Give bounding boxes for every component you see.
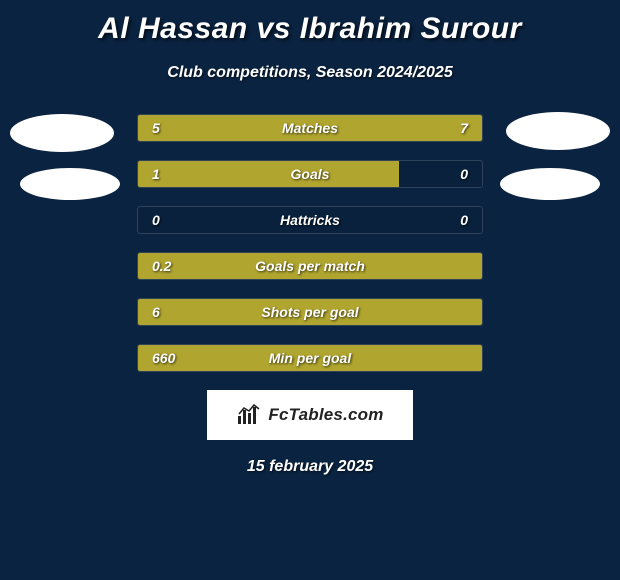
bar-fill-left: [138, 161, 399, 187]
player-right-avatar-2: [500, 168, 600, 200]
player-right-avatar-1: [506, 112, 610, 150]
date-label: 15 february 2025: [0, 458, 620, 476]
comparison-panel: 5 7 Matches 1 0 Goals 0 0 Hattricks 0.2 Goals per …: [0, 114, 620, 476]
stat-row: 0.2 Goals per match: [137, 252, 483, 280]
stat-value-left: 0.2: [152, 258, 171, 274]
stat-label: Goals per match: [255, 258, 365, 274]
stat-row: 6 Shots per goal: [137, 298, 483, 326]
player-left-avatar-1: [10, 114, 114, 152]
stat-label: Min per goal: [269, 350, 351, 366]
logo-text: FcTables.com: [268, 405, 383, 425]
stat-label: Hattricks: [280, 212, 340, 228]
stat-value-right: 7: [460, 120, 468, 136]
stat-label: Goals: [291, 166, 330, 182]
stat-value-left: 660: [152, 350, 175, 366]
stat-value-left: 5: [152, 120, 160, 136]
stat-label: Matches: [282, 120, 338, 136]
stat-value-left: 1: [152, 166, 160, 182]
stat-row: 1 0 Goals: [137, 160, 483, 188]
page-title: Al Hassan vs Ibrahim Surour: [0, 0, 620, 46]
stat-row: 0 0 Hattricks: [137, 206, 483, 234]
fctables-icon: [236, 404, 264, 426]
stat-label: Shots per goal: [261, 304, 358, 320]
logo-box: FcTables.com: [207, 390, 413, 440]
stat-bars: 5 7 Matches 1 0 Goals 0 0 Hattricks 0.2 Goals per …: [137, 114, 483, 372]
stat-row: 5 7 Matches: [137, 114, 483, 142]
stat-value-left: 0: [152, 212, 160, 228]
stat-row: 660 Min per goal: [137, 344, 483, 372]
stat-value-right: 0: [460, 166, 468, 182]
stat-value-left: 6: [152, 304, 160, 320]
player-left-avatar-2: [20, 168, 120, 200]
stat-value-right: 0: [460, 212, 468, 228]
subtitle: Club competitions, Season 2024/2025: [0, 64, 620, 82]
